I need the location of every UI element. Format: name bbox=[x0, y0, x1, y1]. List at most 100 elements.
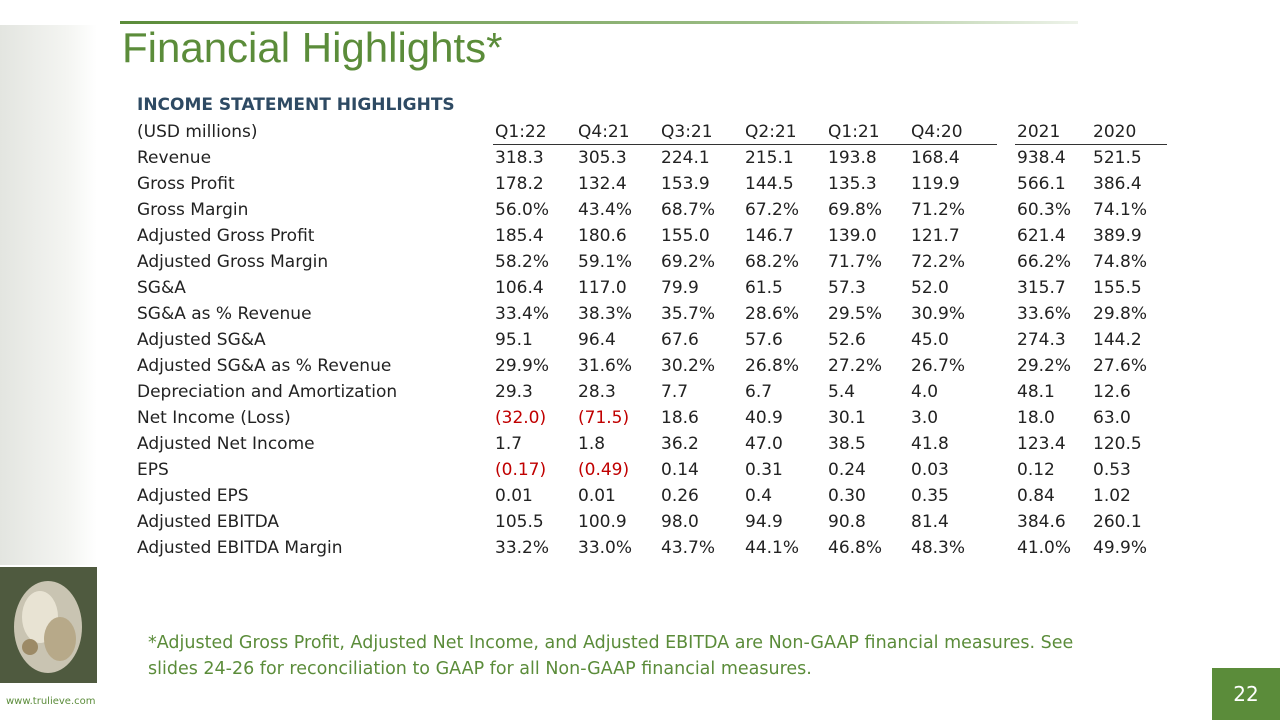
value-cell: (71.5) bbox=[578, 408, 630, 428]
value-cell: 43.4% bbox=[578, 200, 633, 220]
column-header: Q4:20 bbox=[911, 122, 963, 142]
row-label: SG&A bbox=[137, 278, 186, 298]
value-cell: 63.0 bbox=[1093, 408, 1131, 428]
value-cell: 121.7 bbox=[911, 226, 960, 246]
value-cell: 72.2% bbox=[911, 252, 966, 272]
value-cell: 0.12 bbox=[1017, 460, 1055, 480]
value-cell: 521.5 bbox=[1093, 148, 1142, 168]
value-cell: 49.9% bbox=[1093, 538, 1148, 558]
value-cell: 155.5 bbox=[1093, 278, 1142, 298]
value-cell: 0.35 bbox=[911, 486, 949, 506]
value-cell: 5.4 bbox=[828, 382, 856, 402]
value-cell: 139.0 bbox=[828, 226, 877, 246]
value-cell: 26.8% bbox=[745, 356, 800, 376]
row-label: Adjusted SG&A bbox=[137, 330, 266, 350]
value-cell: 274.3 bbox=[1017, 330, 1066, 350]
value-cell: 68.2% bbox=[745, 252, 800, 272]
value-cell: 0.03 bbox=[911, 460, 949, 480]
value-cell: 45.0 bbox=[911, 330, 949, 350]
value-cell: 33.6% bbox=[1017, 304, 1072, 324]
value-cell: 260.1 bbox=[1093, 512, 1142, 532]
header-rule bbox=[1015, 144, 1167, 145]
value-cell: 52.0 bbox=[911, 278, 949, 298]
value-cell: 29.9% bbox=[495, 356, 550, 376]
value-cell: 178.2 bbox=[495, 174, 544, 194]
row-label: Adjusted Gross Profit bbox=[137, 226, 315, 246]
value-cell: 98.0 bbox=[661, 512, 699, 532]
value-cell: 69.2% bbox=[661, 252, 716, 272]
plant-photo bbox=[0, 567, 97, 683]
header-rule bbox=[493, 144, 997, 145]
row-label: Revenue bbox=[137, 148, 212, 168]
value-cell: 18.0 bbox=[1017, 408, 1055, 428]
value-cell: 33.4% bbox=[495, 304, 550, 324]
value-cell: 384.6 bbox=[1017, 512, 1066, 532]
units-label: (USD millions) bbox=[137, 122, 258, 142]
row-label: Net Income (Loss) bbox=[137, 408, 291, 428]
value-cell: 566.1 bbox=[1017, 174, 1066, 194]
value-cell: 0.01 bbox=[495, 486, 533, 506]
value-cell: 67.6 bbox=[661, 330, 699, 350]
value-cell: 41.0% bbox=[1017, 538, 1072, 558]
row-label: EPS bbox=[137, 460, 169, 480]
value-cell: 12.6 bbox=[1093, 382, 1131, 402]
column-header: 2021 bbox=[1017, 122, 1061, 142]
value-cell: 146.7 bbox=[745, 226, 794, 246]
value-cell: 26.7% bbox=[911, 356, 966, 376]
footnote: *Adjusted Gross Profit, Adjusted Net Inc… bbox=[148, 633, 1074, 679]
value-cell: 48.1 bbox=[1017, 382, 1055, 402]
value-cell: 105.5 bbox=[495, 512, 544, 532]
page-number: 22 bbox=[1233, 682, 1259, 706]
value-cell: 79.9 bbox=[661, 278, 699, 298]
side-image bbox=[0, 25, 97, 565]
value-cell: 215.1 bbox=[745, 148, 794, 168]
value-cell: 135.3 bbox=[828, 174, 877, 194]
value-cell: 315.7 bbox=[1017, 278, 1066, 298]
value-cell: 96.4 bbox=[578, 330, 616, 350]
value-cell: 74.8% bbox=[1093, 252, 1148, 272]
value-cell: 52.6 bbox=[828, 330, 866, 350]
value-cell: 47.0 bbox=[745, 434, 783, 454]
value-cell: 318.3 bbox=[495, 148, 544, 168]
value-cell: 43.7% bbox=[661, 538, 716, 558]
value-cell: (0.49) bbox=[578, 460, 630, 480]
row-label: Gross Profit bbox=[137, 174, 235, 194]
value-cell: 29.2% bbox=[1017, 356, 1072, 376]
row-label: Adjusted EBITDA bbox=[137, 512, 280, 532]
value-cell: 48.3% bbox=[911, 538, 966, 558]
value-cell: 71.2% bbox=[911, 200, 966, 220]
value-cell: 106.4 bbox=[495, 278, 544, 298]
value-cell: 28.6% bbox=[745, 304, 800, 324]
value-cell: 35.7% bbox=[661, 304, 716, 324]
value-cell: 29.8% bbox=[1093, 304, 1148, 324]
value-cell: 1.8 bbox=[578, 434, 606, 454]
value-cell: 33.0% bbox=[578, 538, 633, 558]
value-cell: 74.1% bbox=[1093, 200, 1148, 220]
value-cell: 120.5 bbox=[1093, 434, 1142, 454]
value-cell: 90.8 bbox=[828, 512, 866, 532]
value-cell: 0.30 bbox=[828, 486, 866, 506]
value-cell: 18.6 bbox=[661, 408, 699, 428]
column-header: Q4:21 bbox=[578, 122, 630, 142]
value-cell: 180.6 bbox=[578, 226, 627, 246]
value-cell: 40.9 bbox=[745, 408, 783, 428]
value-cell: 61.5 bbox=[745, 278, 783, 298]
value-cell: 95.1 bbox=[495, 330, 533, 350]
value-cell: 0.24 bbox=[828, 460, 866, 480]
value-cell: 100.9 bbox=[578, 512, 627, 532]
value-cell: 94.9 bbox=[745, 512, 783, 532]
row-label: Adjusted Net Income bbox=[137, 434, 315, 454]
value-cell: 30.1 bbox=[828, 408, 866, 428]
value-cell: 305.3 bbox=[578, 148, 627, 168]
value-cell: 123.4 bbox=[1017, 434, 1066, 454]
value-cell: 4.0 bbox=[911, 382, 939, 402]
value-cell: 0.14 bbox=[661, 460, 699, 480]
top-rule bbox=[120, 21, 1078, 24]
value-cell: 155.0 bbox=[661, 226, 710, 246]
value-cell: 58.2% bbox=[495, 252, 550, 272]
value-cell: 33.2% bbox=[495, 538, 550, 558]
value-cell: 3.0 bbox=[911, 408, 939, 428]
value-cell: 81.4 bbox=[911, 512, 949, 532]
row-label: Depreciation and Amortization bbox=[137, 382, 398, 402]
